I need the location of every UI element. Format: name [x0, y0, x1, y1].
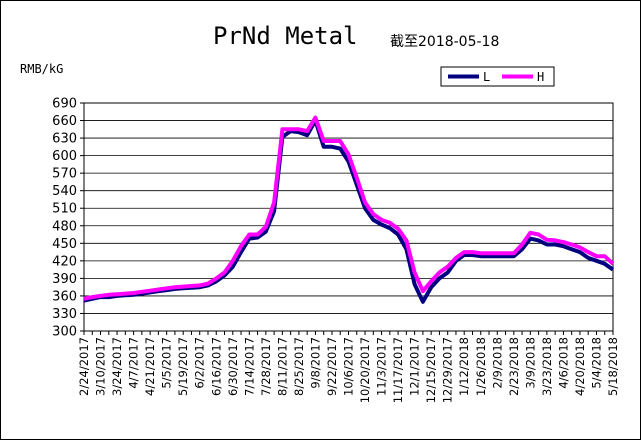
- y-tick-label: 390: [52, 272, 77, 287]
- legend-label-H: H: [537, 70, 544, 84]
- y-axis-unit-label: RMB/kG: [20, 62, 64, 76]
- x-tick-label: 12/1/2017: [408, 337, 422, 396]
- y-tick-label: 450: [52, 237, 77, 252]
- x-tick-label: 2/9/2018: [490, 337, 504, 389]
- x-tick-label: 6/30/2017: [226, 337, 240, 396]
- x-tick-label: 8/25/2017: [292, 337, 306, 396]
- y-tick-label: 630: [52, 132, 77, 147]
- x-tick-label: 3/10/2017: [94, 337, 108, 396]
- plot-area: [83, 102, 614, 332]
- chart-title: PrNd Metal: [213, 22, 358, 50]
- x-tick-label: 11/17/2017: [391, 337, 405, 403]
- y-tick-label: 420: [52, 254, 77, 269]
- x-tick-label: 1/12/2018: [457, 337, 471, 396]
- x-tick-label: 6/2/2017: [193, 337, 207, 389]
- x-tick-label: 5/5/2017: [160, 337, 174, 389]
- y-tick-label: 300: [52, 325, 77, 340]
- y-tick-label: 330: [52, 307, 77, 322]
- y-tick-label: 480: [52, 219, 77, 234]
- x-tick-label: 10/6/2017: [342, 337, 356, 396]
- x-tick-label: 4/7/2017: [127, 337, 141, 389]
- x-tick-label: 2/23/2018: [507, 337, 521, 396]
- x-tick-label: 9/22/2017: [325, 337, 339, 396]
- x-tick-label: 3/9/2018: [523, 337, 537, 389]
- x-tick-label: 1/26/2018: [474, 337, 488, 396]
- y-tick-label: 360: [52, 289, 77, 304]
- y-tick-label: 510: [52, 202, 77, 217]
- x-tick-label: 11/3/2017: [375, 337, 389, 396]
- x-tick-label: 12/29/2017: [441, 337, 455, 403]
- legend-box: [440, 66, 555, 87]
- x-tick-label: 4/20/2018: [573, 337, 587, 396]
- y-tick-label: 540: [52, 184, 77, 199]
- x-tick-label: 5/19/2017: [176, 337, 190, 396]
- x-tick-label: 6/16/2017: [209, 337, 223, 396]
- x-tick-label: 4/21/2017: [143, 337, 157, 396]
- x-tick-label: 8/11/2017: [275, 337, 289, 396]
- x-tick-label: 5/18/2018: [606, 337, 620, 396]
- y-tick-label: 690: [52, 97, 77, 112]
- x-tick-label: 10/20/2017: [358, 337, 372, 403]
- x-tick-label: 3/24/2017: [110, 337, 124, 396]
- y-tick-label: 600: [52, 149, 77, 164]
- x-tick-label: 7/28/2017: [259, 337, 273, 396]
- y-tick-label: 660: [52, 114, 77, 129]
- x-tick-label: 3/23/2018: [540, 337, 554, 396]
- x-tick-label: 2/24/2017: [77, 337, 91, 396]
- x-tick-label: 4/6/2018: [556, 337, 570, 389]
- y-tick-label: 570: [52, 167, 77, 182]
- x-tick-label: 12/15/2017: [424, 337, 438, 403]
- series-line-H: [83, 115, 615, 301]
- x-tick-label: 7/14/2017: [242, 337, 256, 396]
- legend-label-L: L: [483, 70, 490, 84]
- chart-subtitle: 截至2018-05-18: [390, 34, 500, 50]
- x-tick-label: 9/8/2017: [308, 337, 322, 389]
- x-tick-label: 5/4/2018: [589, 337, 603, 389]
